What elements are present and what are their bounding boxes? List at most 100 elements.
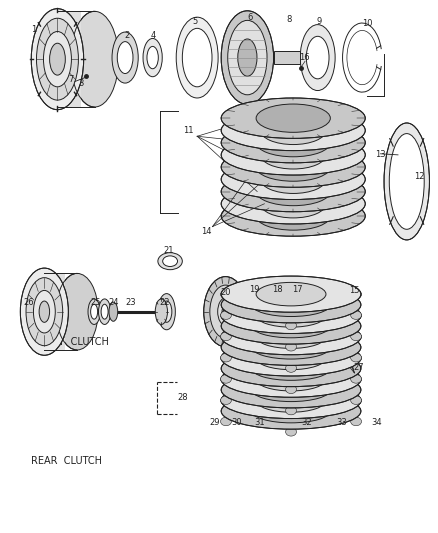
Text: 29: 29 bbox=[209, 418, 220, 427]
Ellipse shape bbox=[252, 357, 330, 381]
Ellipse shape bbox=[221, 375, 231, 384]
Ellipse shape bbox=[20, 268, 68, 356]
Ellipse shape bbox=[221, 353, 231, 362]
Ellipse shape bbox=[267, 296, 283, 328]
Ellipse shape bbox=[99, 299, 111, 325]
Ellipse shape bbox=[351, 397, 361, 405]
Text: 9: 9 bbox=[317, 18, 322, 27]
Ellipse shape bbox=[351, 333, 361, 341]
Ellipse shape bbox=[221, 276, 361, 312]
Ellipse shape bbox=[221, 290, 231, 298]
Ellipse shape bbox=[261, 165, 326, 193]
Ellipse shape bbox=[252, 314, 330, 338]
Ellipse shape bbox=[221, 287, 361, 323]
Text: 13: 13 bbox=[375, 150, 386, 159]
Ellipse shape bbox=[351, 290, 361, 298]
Bar bbox=[274, 51, 300, 64]
Ellipse shape bbox=[221, 135, 365, 175]
Ellipse shape bbox=[351, 375, 361, 383]
Text: 5: 5 bbox=[192, 18, 198, 27]
Text: 14: 14 bbox=[201, 228, 211, 237]
Ellipse shape bbox=[221, 98, 365, 139]
Ellipse shape bbox=[221, 183, 365, 224]
Ellipse shape bbox=[221, 11, 274, 104]
Ellipse shape bbox=[252, 399, 330, 423]
Ellipse shape bbox=[222, 305, 229, 318]
Text: 23: 23 bbox=[126, 298, 136, 307]
Ellipse shape bbox=[221, 397, 231, 405]
Text: 3: 3 bbox=[79, 78, 84, 87]
Text: 22: 22 bbox=[159, 298, 170, 307]
Ellipse shape bbox=[218, 298, 233, 326]
Ellipse shape bbox=[221, 372, 361, 408]
Text: 27: 27 bbox=[353, 363, 364, 372]
Ellipse shape bbox=[286, 406, 297, 415]
Ellipse shape bbox=[155, 299, 167, 325]
Ellipse shape bbox=[247, 299, 261, 325]
Ellipse shape bbox=[300, 25, 335, 91]
Ellipse shape bbox=[221, 110, 365, 151]
Ellipse shape bbox=[221, 375, 231, 383]
Ellipse shape bbox=[261, 141, 326, 169]
Ellipse shape bbox=[31, 9, 84, 110]
Text: 34: 34 bbox=[372, 418, 382, 427]
Ellipse shape bbox=[286, 301, 297, 310]
Text: 16: 16 bbox=[299, 53, 310, 62]
Ellipse shape bbox=[176, 17, 218, 98]
Ellipse shape bbox=[351, 353, 361, 362]
Ellipse shape bbox=[281, 284, 311, 340]
Ellipse shape bbox=[221, 382, 361, 418]
Ellipse shape bbox=[221, 297, 361, 334]
Ellipse shape bbox=[228, 20, 267, 95]
Text: 12: 12 bbox=[415, 172, 425, 181]
Ellipse shape bbox=[221, 196, 365, 236]
Ellipse shape bbox=[221, 351, 361, 386]
Ellipse shape bbox=[351, 396, 361, 405]
Ellipse shape bbox=[262, 286, 288, 337]
Ellipse shape bbox=[286, 294, 305, 330]
Ellipse shape bbox=[389, 134, 424, 229]
Ellipse shape bbox=[158, 294, 175, 330]
Text: 28: 28 bbox=[178, 393, 188, 402]
Text: 21: 21 bbox=[163, 246, 174, 255]
Text: 17: 17 bbox=[292, 285, 303, 294]
Ellipse shape bbox=[351, 311, 361, 320]
Ellipse shape bbox=[291, 303, 300, 320]
Text: 25: 25 bbox=[91, 298, 101, 307]
Ellipse shape bbox=[256, 153, 330, 181]
Text: 19: 19 bbox=[250, 285, 260, 294]
Text: 33: 33 bbox=[337, 418, 347, 427]
Ellipse shape bbox=[286, 344, 297, 352]
Ellipse shape bbox=[88, 299, 100, 325]
Ellipse shape bbox=[221, 332, 231, 341]
Ellipse shape bbox=[351, 332, 361, 341]
Ellipse shape bbox=[261, 190, 326, 218]
Text: 15: 15 bbox=[349, 286, 360, 295]
Ellipse shape bbox=[221, 393, 361, 429]
Ellipse shape bbox=[112, 32, 138, 83]
Ellipse shape bbox=[221, 329, 361, 366]
Ellipse shape bbox=[384, 123, 429, 240]
Ellipse shape bbox=[26, 278, 63, 346]
Text: 24: 24 bbox=[108, 298, 119, 307]
Ellipse shape bbox=[306, 36, 329, 79]
Bar bbox=[51, 11, 81, 107]
Ellipse shape bbox=[221, 308, 361, 344]
Text: FRONT  CLUTCH: FRONT CLUTCH bbox=[31, 337, 109, 347]
Ellipse shape bbox=[256, 325, 326, 349]
Ellipse shape bbox=[286, 427, 297, 436]
Ellipse shape bbox=[351, 354, 361, 362]
Ellipse shape bbox=[49, 43, 65, 75]
Ellipse shape bbox=[252, 293, 330, 317]
Text: 8: 8 bbox=[286, 15, 292, 24]
Bar bbox=[40, 273, 65, 350]
Text: 2: 2 bbox=[125, 31, 130, 40]
Ellipse shape bbox=[143, 38, 162, 77]
Ellipse shape bbox=[221, 354, 231, 362]
Ellipse shape bbox=[221, 333, 231, 341]
Ellipse shape bbox=[286, 364, 297, 372]
Ellipse shape bbox=[158, 253, 182, 270]
Ellipse shape bbox=[182, 28, 212, 87]
Ellipse shape bbox=[43, 31, 71, 87]
Ellipse shape bbox=[351, 375, 361, 384]
